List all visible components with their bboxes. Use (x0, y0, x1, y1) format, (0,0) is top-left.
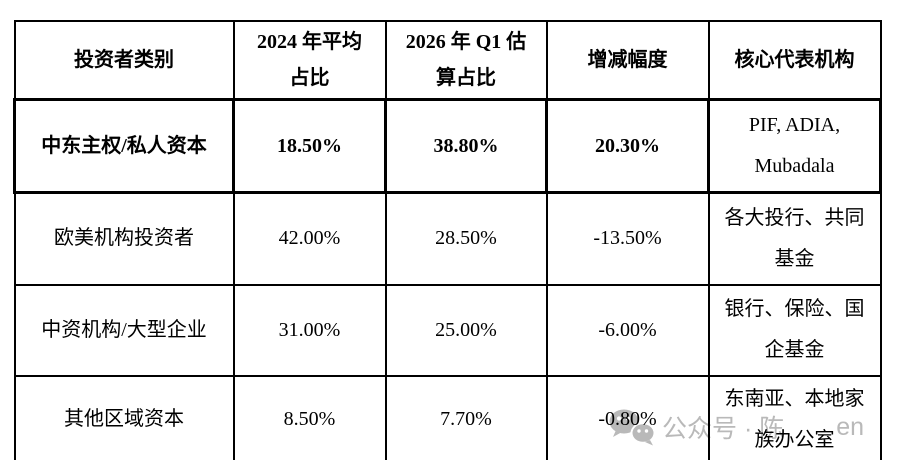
cell-q1-2026-est: 28.50% (384, 191, 548, 286)
cell-avg-2024: 8.50% (232, 374, 387, 460)
cell-institutions: 银行、保险、国 企基金 (707, 283, 882, 377)
table-header-row: 投资者类别 2024 年平均 占比 2026 年 Q1 估 算占比 增减幅度 核… (13, 20, 882, 101)
cell-change: -6.00% (545, 283, 710, 377)
cell-avg-2024: 42.00% (232, 191, 387, 286)
header-core-representative-institutions: 核心代表机构 (707, 20, 882, 101)
cell-avg-2024: 18.50% (232, 98, 387, 194)
header-2024-average-share: 2024 年平均 占比 (232, 20, 387, 101)
table-row-other-regional-capital: 其他区域资本 8.50% 7.70% -0.80% 东南亚、本地家 族办公室 (13, 374, 882, 460)
cell-category: 中资机构/大型企业 (13, 283, 235, 377)
cell-avg-2024: 31.00% (232, 283, 387, 377)
cell-category: 其他区域资本 (13, 374, 235, 460)
cell-change: -0.80% (545, 374, 710, 460)
cell-change: 20.30% (545, 98, 710, 194)
table-row-us-eu-institutional: 欧美机构投资者 42.00% 28.50% -13.50% 各大投行、共同 基金 (13, 191, 882, 286)
header-2026-q1-estimated-share: 2026 年 Q1 估 算占比 (384, 20, 548, 101)
cell-change: -13.50% (545, 191, 710, 286)
cell-institutions: 东南亚、本地家 族办公室 (707, 374, 882, 460)
cell-institutions: 各大投行、共同 基金 (707, 191, 882, 286)
cell-category: 欧美机构投资者 (13, 191, 235, 286)
cell-category: 中东主权/私人资本 (13, 98, 235, 194)
table-row-chinese-institutions: 中资机构/大型企业 31.00% 25.00% -6.00% 银行、保险、国 企… (13, 283, 882, 377)
cell-institutions: PIF, ADIA, Mubadala (707, 98, 882, 194)
cell-q1-2026-est: 7.70% (384, 374, 548, 460)
header-change-magnitude: 增减幅度 (545, 20, 710, 101)
table-row-middle-east-capital: 中东主权/私人资本 18.50% 38.80% 20.30% PIF, ADIA… (13, 98, 882, 194)
investor-structure-table: 投资者类别 2024 年平均 占比 2026 年 Q1 估 算占比 增减幅度 核… (13, 20, 882, 460)
cell-q1-2026-est: 25.00% (384, 283, 548, 377)
cell-q1-2026-est: 38.80% (384, 98, 548, 194)
header-investor-category: 投资者类别 (13, 20, 235, 101)
